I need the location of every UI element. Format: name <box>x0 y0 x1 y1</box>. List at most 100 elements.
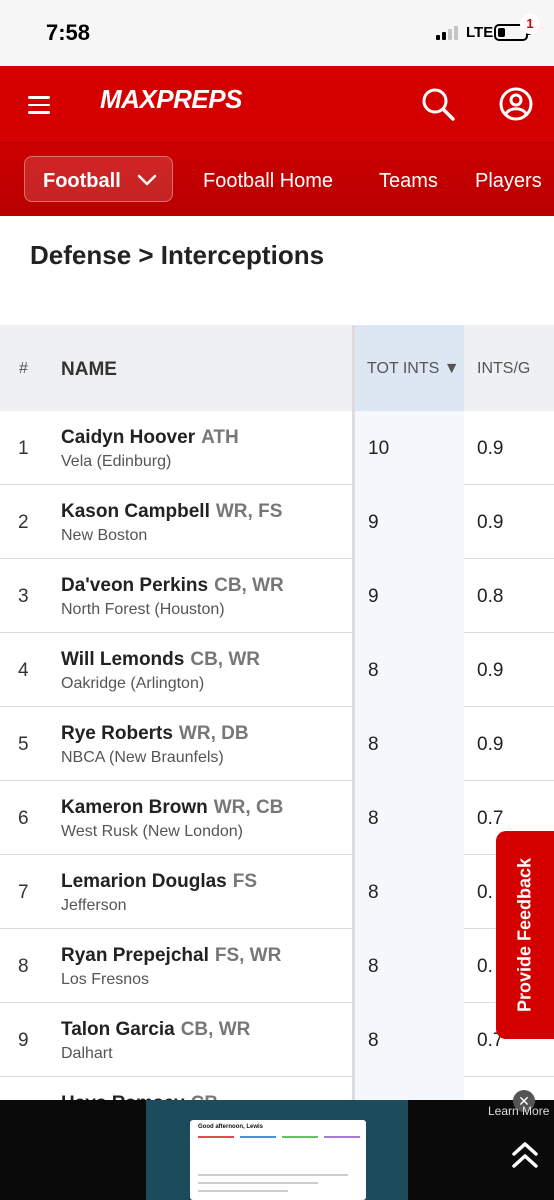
ints-per-game-cell: 0.9 <box>477 512 504 533</box>
sorted-cell-bg <box>353 781 464 855</box>
player-name-cell[interactable]: Lemarion Douglas FS <box>61 871 257 893</box>
tot-ints-cell: 8 <box>368 734 379 755</box>
player-name-cell[interactable]: Will Lemonds CB, WR <box>61 649 260 671</box>
player-name-cell[interactable]: Talon Garcia CB, WR <box>61 1019 250 1041</box>
school-name[interactable]: New Boston <box>61 527 148 544</box>
ints-per-game-cell: 0.9 <box>477 438 504 459</box>
player-name[interactable]: Lemarion Douglas <box>61 871 227 892</box>
table-body: 1 Caidyn Hoover ATH Vela (Edinburg) 10 0.9 2 Ka… <box>0 411 554 1151</box>
ints-per-game-cell: 0.8 <box>477 586 504 607</box>
school-name[interactable]: Oakridge (Arlington) <box>61 675 205 692</box>
player-name[interactable]: Kameron Brown <box>61 797 208 818</box>
tot-ints-cell: 10 <box>368 438 390 459</box>
player-name[interactable]: Ryan Prepejchal <box>61 945 209 966</box>
double-chevron-up-icon[interactable] <box>510 1140 540 1170</box>
account-icon[interactable] <box>498 86 534 122</box>
maxpreps-logo[interactable]: MAXPREPS <box>100 84 242 114</box>
tot-ints-cell: 8 <box>368 808 379 829</box>
sorted-cell-bg <box>353 411 464 485</box>
school-name[interactable]: North Forest (Houston) <box>61 601 225 618</box>
player-name-cell[interactable]: Rye Roberts WR, DB <box>61 723 249 745</box>
table-row[interactable]: 8 Ryan Prepejchal FS, WR Los Fresnos 8 0. <box>0 929 554 1003</box>
provide-feedback-label: Provide Feedback <box>514 857 535 1013</box>
player-position: WR, FS <box>215 501 283 522</box>
player-name-cell[interactable]: Kameron Brown WR, CB <box>61 797 283 819</box>
ints-per-game-cell: 0.9 <box>477 660 504 681</box>
hamburger-icon[interactable] <box>28 96 50 114</box>
ad-card-title: Good afternoon, Lewis <box>198 1124 264 1130</box>
sorted-cell-bg <box>353 559 464 633</box>
sorted-cell-bg <box>353 707 464 781</box>
player-name-cell[interactable]: Kason Campbell WR, FS <box>61 501 282 523</box>
sorted-cell-bg <box>353 929 464 1003</box>
player-name[interactable]: Will Lemonds <box>61 649 185 670</box>
tot-ints-cell: 9 <box>368 586 379 607</box>
player-name-cell[interactable]: Ryan Prepejchal FS, WR <box>61 945 281 967</box>
player-name[interactable]: Kason Campbell <box>61 501 210 522</box>
ints-per-game-cell: 0.7 <box>477 808 504 829</box>
chevron-down-icon <box>137 174 157 186</box>
player-position: CB, WR <box>214 575 284 596</box>
player-position: FS, WR <box>214 945 282 966</box>
ad-close-button[interactable]: ✕ <box>513 1090 535 1112</box>
rank-cell: 1 <box>18 438 29 459</box>
page-title: Defense > Interceptions <box>30 240 325 270</box>
table-row[interactable]: 6 Kameron Brown WR, CB West Rusk (New Londo… <box>0 781 554 855</box>
search-icon[interactable] <box>420 86 456 122</box>
nav-players[interactable]: Players <box>475 170 542 192</box>
rank-cell: 5 <box>18 734 29 755</box>
school-name[interactable]: Vela (Edinburg) <box>61 453 172 470</box>
ad-image[interactable]: Good afternoon, Lewis <box>146 1100 408 1200</box>
ints-per-game-cell: 0. <box>477 882 493 903</box>
school-name[interactable]: NBCA (New Braunfels) <box>61 749 224 766</box>
provide-feedback-button[interactable]: Provide Feedback <box>496 831 554 1039</box>
table-row[interactable]: 9 Talon Garcia CB, WR Dalhart 8 0.7 <box>0 1003 554 1077</box>
school-name[interactable]: West Rusk (New London) <box>61 823 243 840</box>
network-label: LTE <box>466 24 494 41</box>
column-divider <box>352 325 355 1200</box>
table-row[interactable]: 2 Kason Campbell WR, FS New Boston 9 0.9 <box>0 485 554 559</box>
player-name-cell[interactable]: Caidyn Hoover ATH <box>61 427 239 449</box>
sorted-column-highlight <box>353 325 464 411</box>
sport-nav: Football Football Home Teams Players <box>0 142 554 216</box>
sorted-cell-bg <box>353 855 464 929</box>
table-row[interactable]: 5 Rye Roberts WR, DB NBCA (New Braunfels) 8 0… <box>0 707 554 781</box>
player-name[interactable]: Rye Roberts <box>61 723 173 744</box>
nav-teams[interactable]: Teams <box>379 170 438 192</box>
sport-selector-label: Football <box>43 170 121 192</box>
table-row[interactable]: 1 Caidyn Hoover ATH Vela (Edinburg) 10 0.9 <box>0 411 554 485</box>
table-header: # NAME TOT INTS ▼ INTS/G <box>0 325 554 411</box>
col-ints-per-game[interactable]: INTS/G <box>477 360 531 377</box>
rank-cell: 4 <box>18 660 29 681</box>
sport-selector[interactable]: Football <box>24 156 173 202</box>
signal-icon <box>436 26 462 40</box>
player-position: WR, CB <box>213 797 284 818</box>
rank-cell: 3 <box>18 586 29 607</box>
ints-per-game-cell: 0.7 <box>477 1030 504 1051</box>
notification-badge: 1 <box>520 14 540 34</box>
rank-cell: 9 <box>18 1030 29 1051</box>
rank-cell: 8 <box>18 956 29 977</box>
player-name[interactable]: Talon Garcia <box>61 1019 175 1040</box>
col-name[interactable]: NAME <box>61 359 117 380</box>
table-row[interactable]: 7 Lemarion Douglas FS Jefferson 8 0. <box>0 855 554 929</box>
school-name[interactable]: Dalhart <box>61 1045 113 1062</box>
player-name-cell[interactable]: Da'veon Perkins CB, WR <box>61 575 284 597</box>
player-name[interactable]: Da'veon Perkins <box>61 575 209 596</box>
ad-learn-more[interactable]: Learn More <box>488 1104 550 1118</box>
app-header: MAXPREPS <box>0 66 554 142</box>
school-name[interactable]: Los Fresnos <box>61 971 150 988</box>
ad-banner[interactable]: Good afternoon, Lewis <box>0 1100 554 1200</box>
tot-ints-cell: 8 <box>368 1030 379 1051</box>
ints-per-game-cell: 0.9 <box>477 734 504 755</box>
school-name[interactable]: Jefferson <box>61 897 127 914</box>
stats-table: # NAME TOT INTS ▼ INTS/G 1 Caidyn Hoover A… <box>0 325 554 1200</box>
nav-football-home[interactable]: Football Home <box>203 170 334 192</box>
col-tot-ints[interactable]: TOT INTS ▼ <box>367 360 460 377</box>
table-row[interactable]: 3 Da'veon Perkins CB, WR North Forest (Hous… <box>0 559 554 633</box>
table-row[interactable]: 4 Will Lemonds CB, WR Oakridge (Arlington) 8… <box>0 633 554 707</box>
ints-per-game-cell: 0. <box>477 956 493 977</box>
player-position: WR, DB <box>178 723 249 744</box>
rank-cell: 6 <box>18 808 29 829</box>
player-name[interactable]: Caidyn Hoover <box>61 427 196 448</box>
